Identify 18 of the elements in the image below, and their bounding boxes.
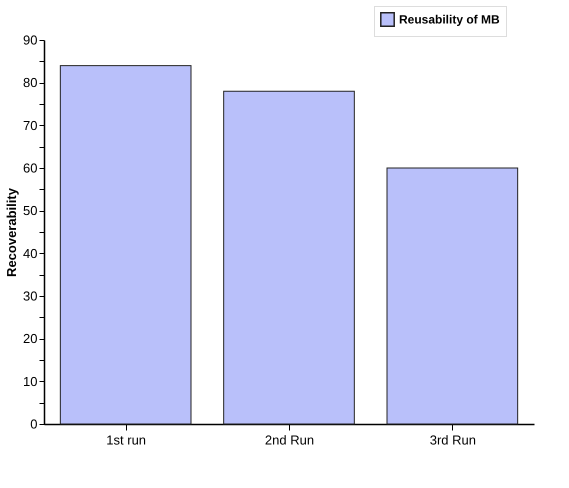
bar xyxy=(386,168,518,424)
y-tick-label: 20 xyxy=(23,331,38,346)
y-tick-label: 60 xyxy=(23,160,38,176)
x-tick-label: 1st run xyxy=(106,432,146,448)
y-tick-label: 50 xyxy=(23,203,38,218)
y-tick-label: 80 xyxy=(23,75,38,90)
y-axis-title: Recoverability xyxy=(4,187,20,277)
bar xyxy=(60,65,192,424)
y-tick-label: 90 xyxy=(23,32,38,48)
bar xyxy=(223,90,355,424)
legend-label: Reusability of MB xyxy=(399,12,500,26)
y-tick-label: 30 xyxy=(23,288,38,304)
y-tick-label: 10 xyxy=(23,374,38,389)
y-tick-label: 70 xyxy=(23,118,38,133)
y-tick-label: 0 xyxy=(30,416,38,432)
y-tick-label: 40 xyxy=(23,246,38,261)
x-tick-label: 2nd Run xyxy=(264,432,314,448)
x-tick-label: 3rd Run xyxy=(430,432,476,448)
